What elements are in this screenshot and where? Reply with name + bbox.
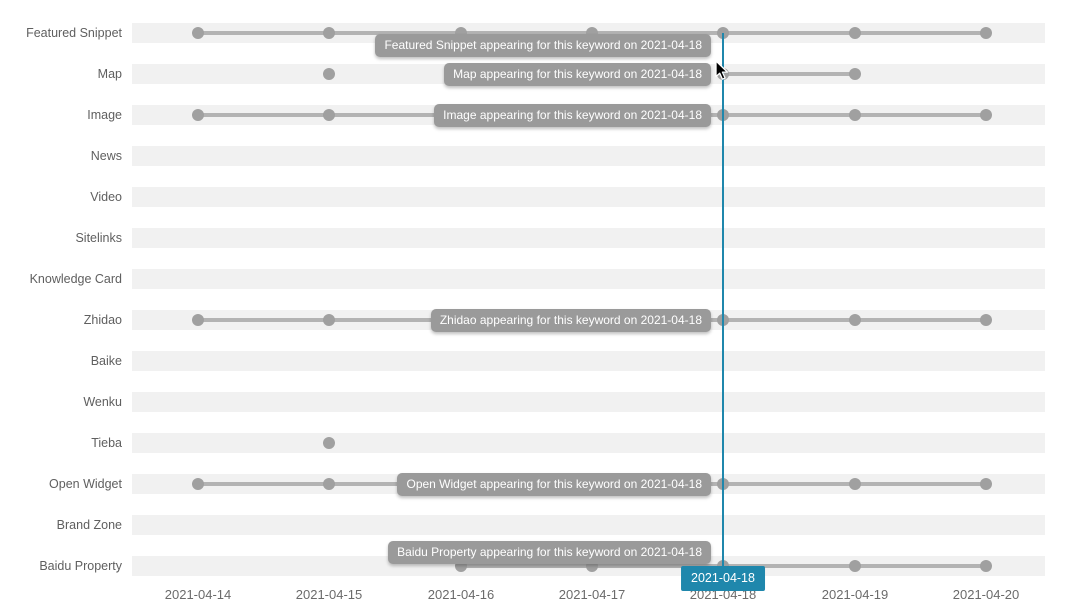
row-track bbox=[132, 351, 1045, 371]
crosshair-line bbox=[722, 33, 724, 566]
row-track bbox=[132, 228, 1045, 248]
data-point[interactable] bbox=[980, 560, 992, 572]
point-tooltip: Baidu Property appearing for this keywor… bbox=[388, 540, 711, 564]
point-tooltip: Zhidao appearing for this keyword on 202… bbox=[430, 308, 711, 332]
data-point[interactable] bbox=[849, 27, 861, 39]
row-label: Zhidao bbox=[83, 313, 122, 327]
data-point[interactable] bbox=[323, 27, 335, 39]
row-label: Open Widget bbox=[49, 477, 122, 491]
data-point[interactable] bbox=[980, 314, 992, 326]
row-track bbox=[132, 146, 1045, 166]
row-label: Sitelinks bbox=[75, 231, 122, 245]
data-point[interactable] bbox=[849, 560, 861, 572]
row-label: Tieba bbox=[91, 436, 122, 450]
x-axis-label: 2021-04-16 bbox=[427, 587, 495, 602]
row-label: Wenku bbox=[83, 395, 122, 409]
data-point[interactable] bbox=[849, 478, 861, 490]
data-point[interactable] bbox=[192, 478, 204, 490]
data-point[interactable] bbox=[323, 68, 335, 80]
row-track bbox=[132, 187, 1045, 207]
x-axis-label: 2021-04-20 bbox=[952, 587, 1020, 602]
row-label: Map bbox=[97, 67, 122, 81]
data-point[interactable] bbox=[323, 478, 335, 490]
point-tooltip: Open Widget appearing for this keyword o… bbox=[397, 472, 711, 496]
row-label: Knowledge Card bbox=[29, 272, 122, 286]
row-track bbox=[132, 269, 1045, 289]
data-point[interactable] bbox=[980, 478, 992, 490]
row-track bbox=[132, 433, 1045, 453]
series-line bbox=[723, 72, 855, 76]
x-axis-label: 2021-04-14 bbox=[164, 587, 232, 602]
row-label: Baike bbox=[90, 354, 122, 368]
data-point[interactable] bbox=[192, 109, 204, 121]
data-point[interactable] bbox=[192, 314, 204, 326]
row-label: Image bbox=[87, 108, 122, 122]
row-label: News bbox=[90, 149, 122, 163]
point-tooltip: Map appearing for this keyword on 2021-0… bbox=[444, 62, 711, 86]
data-point[interactable] bbox=[192, 27, 204, 39]
point-tooltip: Featured Snippet appearing for this keyw… bbox=[375, 33, 711, 57]
crosshair-date-badge: 2021-04-18 bbox=[681, 566, 765, 591]
data-point[interactable] bbox=[849, 68, 861, 80]
row-label: Baidu Property bbox=[39, 559, 122, 573]
data-point[interactable] bbox=[323, 314, 335, 326]
data-point[interactable] bbox=[980, 109, 992, 121]
row-track bbox=[132, 515, 1045, 535]
data-point[interactable] bbox=[980, 27, 992, 39]
x-axis-label: 2021-04-17 bbox=[558, 587, 626, 602]
data-point[interactable] bbox=[323, 109, 335, 121]
row-track bbox=[132, 392, 1045, 412]
data-point[interactable] bbox=[323, 437, 335, 449]
x-axis-label: 2021-04-19 bbox=[821, 587, 889, 602]
mouse-cursor bbox=[715, 60, 729, 80]
row-label: Brand Zone bbox=[56, 518, 122, 532]
data-point[interactable] bbox=[849, 109, 861, 121]
data-point[interactable] bbox=[849, 314, 861, 326]
x-axis-label: 2021-04-15 bbox=[295, 587, 363, 602]
point-tooltip: Image appearing for this keyword on 2021… bbox=[434, 103, 711, 127]
row-label: Featured Snippet bbox=[26, 26, 122, 40]
row-label: Video bbox=[90, 190, 122, 204]
